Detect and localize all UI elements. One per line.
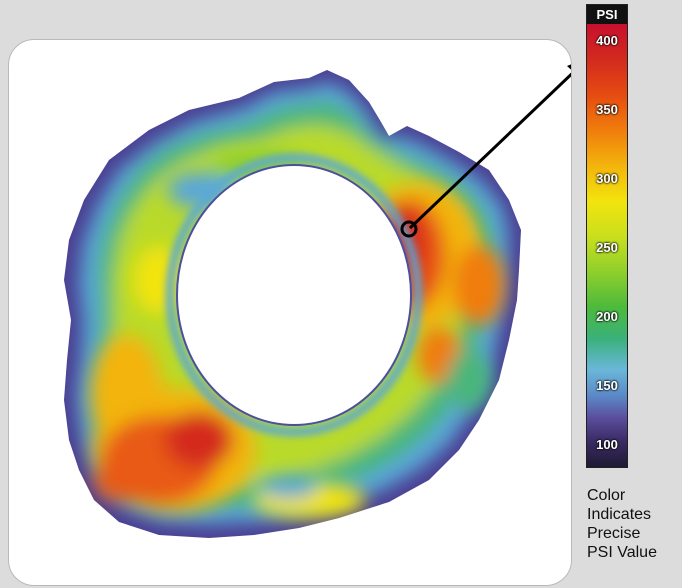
scale-tick-label: 300	[596, 171, 618, 186]
pressure-map-panel	[8, 39, 572, 586]
indicator-arrow	[408, 72, 571, 230]
scale-tick-label: 350	[596, 102, 618, 117]
caption-line: Precise	[587, 525, 641, 542]
scale-tick-label: 100	[596, 437, 618, 452]
arrow-head-icon	[567, 64, 571, 70]
pressure-ring-map	[64, 64, 571, 538]
scale-caption: Color Indicates Precise PSI Value	[587, 486, 682, 562]
scale-tick-label: 250	[596, 240, 618, 255]
scale-tick-label: 200	[596, 309, 618, 324]
scale-tick-label: 150	[596, 378, 618, 393]
caption-line: Color	[587, 487, 626, 504]
scale-tick-label: 400	[596, 33, 618, 48]
caption-line: PSI Value	[587, 544, 657, 561]
psi-color-scale: PSI 400 350 300 250 200 150 100	[586, 4, 628, 468]
scale-unit-label: PSI	[587, 5, 627, 24]
caption-line: Indicates	[587, 506, 652, 523]
sample-point-marker	[400, 220, 418, 238]
scale-gradient-bar: 400 350 300 250 200 150 100	[587, 24, 627, 467]
